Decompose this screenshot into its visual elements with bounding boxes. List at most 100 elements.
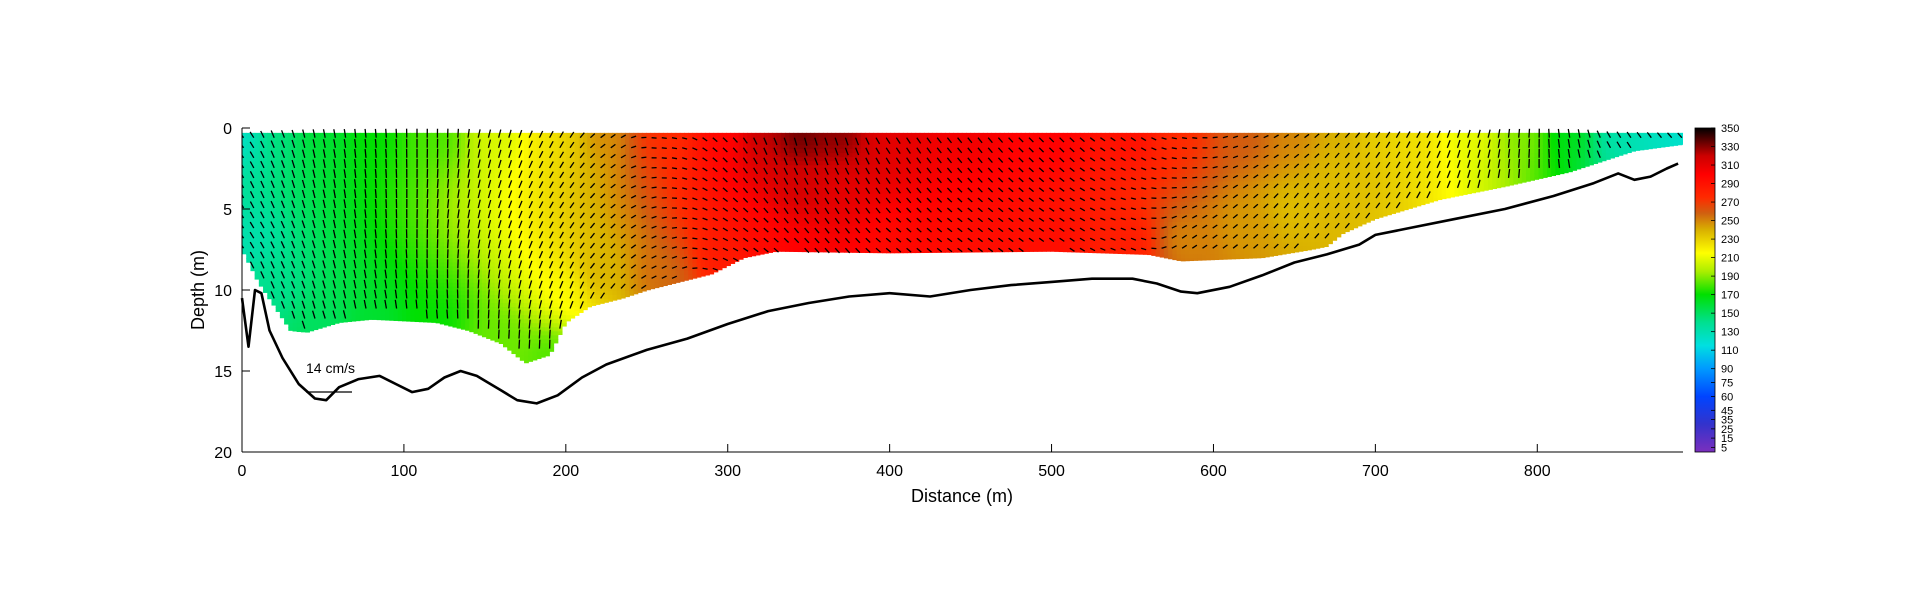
field-cell [561,165,567,170]
field-cell [545,132,550,138]
field-cell [292,302,298,308]
field-cell [288,185,294,191]
field-cell [284,262,289,268]
field-cell [376,145,382,150]
field-cell [355,319,361,322]
field-cell [633,161,639,166]
field-cell [368,201,374,207]
field-cell [532,307,538,312]
field-cell [477,132,483,138]
field-cell [591,238,597,243]
field-cell [595,193,601,199]
field-cell [629,173,635,179]
field-cell [452,302,458,308]
field-cell [528,205,534,211]
field-cell [599,258,605,264]
field-cell [300,217,306,223]
field-cell [334,221,340,227]
field-cell [658,157,664,162]
field-cell [368,189,374,195]
field-cell [608,177,614,183]
field-cell [595,230,601,235]
field-cell [557,262,563,268]
field-cell [582,302,588,308]
field-cell [524,262,529,268]
field-cell [439,181,445,187]
field-cell [284,282,289,288]
field-cell [330,205,336,211]
field-cell [498,242,504,247]
field-cell [351,221,357,227]
field-cell [460,169,466,174]
field-cell [267,242,273,247]
field-cell [667,149,672,154]
field-cell [557,217,563,223]
field-cell [364,266,369,272]
field-cell [351,230,357,235]
field-cell [376,274,382,280]
field-cell [490,173,496,179]
field-cell [515,157,521,162]
field-cell [410,282,416,288]
field-cell [667,266,672,272]
field-cell [423,209,428,215]
field-cell [511,230,517,235]
field-cell [679,230,685,235]
field-cell [288,140,294,146]
field-cell [347,177,353,183]
field-cell [633,266,639,272]
field-cell [288,327,294,331]
field-cell [372,246,378,251]
field-cell [267,149,273,154]
field-cell [296,197,302,203]
field-cell [258,177,264,183]
field-cell [671,169,677,174]
field-cell [540,197,546,203]
field-cell [490,254,496,260]
field-cell [444,294,449,300]
field-cell [629,221,635,227]
field-cell [633,145,639,150]
field-cell [347,278,353,284]
field-cell [376,282,382,288]
field-cell [536,205,542,211]
field-cell [275,238,281,243]
field-cell [292,307,298,312]
field-cell [481,315,487,320]
field-cell [372,274,378,280]
field-cell [477,290,483,296]
field-cell [355,266,361,272]
field-cell [637,250,643,255]
field-cell [267,169,273,174]
field-cell [431,307,437,312]
field-cell [313,282,319,288]
field-cell [524,282,529,288]
field-cell [511,278,517,284]
field-cell [566,266,571,272]
field-cell [545,351,550,357]
field-cell [300,234,306,239]
field-cell [263,153,268,158]
field-cell [654,217,660,223]
field-cell [545,173,550,179]
field-cell [406,161,411,166]
field-cell [507,339,513,345]
field-cell [637,274,643,280]
field-cell [595,213,601,219]
field-cell [275,173,281,179]
field-cell [397,307,403,312]
field-cell [288,193,294,199]
field-cell [574,169,580,174]
field-cell [347,205,353,211]
field-cell [380,157,386,162]
field-cell [242,205,247,211]
field-cell [494,282,500,288]
field-cell [242,145,247,150]
field-cell [473,242,479,247]
field-cell [393,307,399,312]
field-cell [658,242,664,247]
field-cell [545,234,550,239]
field-cell [309,242,315,247]
field-cell [317,266,323,272]
field-cell [684,238,689,243]
